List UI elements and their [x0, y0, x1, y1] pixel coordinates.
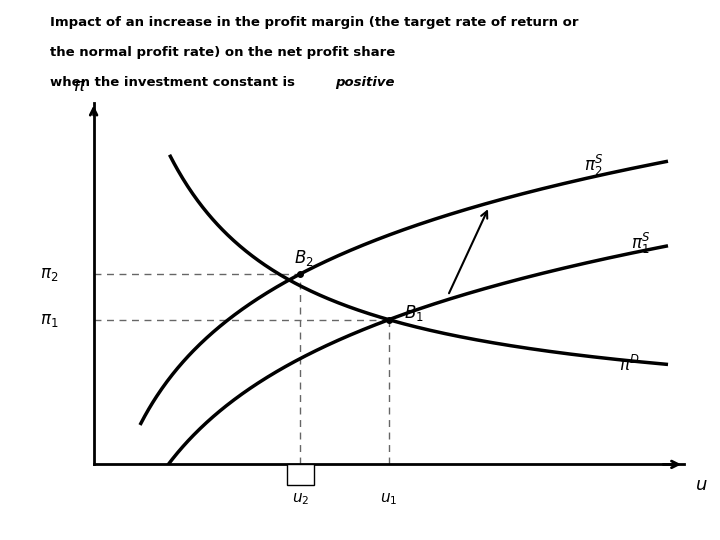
Text: Impact of an increase in the profit margin (the target rate of return or: Impact of an increase in the profit marg… — [50, 16, 579, 29]
Text: π: π — [73, 77, 84, 95]
Text: $u_2$: $u_2$ — [292, 491, 309, 507]
Text: Third International Summer School on Keynesian Macroeconomics and: Third International Summer School on Key… — [14, 501, 366, 510]
Text: $u_1$: $u_1$ — [380, 491, 397, 507]
Text: $B_1$: $B_1$ — [403, 303, 423, 323]
Text: $\pi^S_1$: $\pi^S_1$ — [631, 231, 651, 256]
Text: u: u — [696, 476, 707, 494]
Text: $B_2$: $B_2$ — [294, 247, 314, 267]
Text: $\pi^S_2$: $\pi^S_2$ — [584, 153, 603, 178]
Text: European Economic Policies, Berlin, 31 July - 7 August 2011: European Economic Policies, Berlin, 31 J… — [14, 520, 312, 530]
Text: $\pi_2$: $\pi_2$ — [40, 265, 58, 283]
Text: $\pi^D$: $\pi^D$ — [619, 355, 640, 375]
Text: the normal profit rate) on the net profit share: the normal profit rate) on the net profi… — [50, 46, 396, 59]
Text: positive: positive — [335, 76, 395, 89]
Text: $\pi_1$: $\pi_1$ — [40, 310, 58, 329]
Text: when the investment constant is: when the investment constant is — [50, 76, 300, 89]
Text: u Ottawa: u Ottawa — [567, 507, 631, 520]
Bar — [287, 464, 313, 485]
